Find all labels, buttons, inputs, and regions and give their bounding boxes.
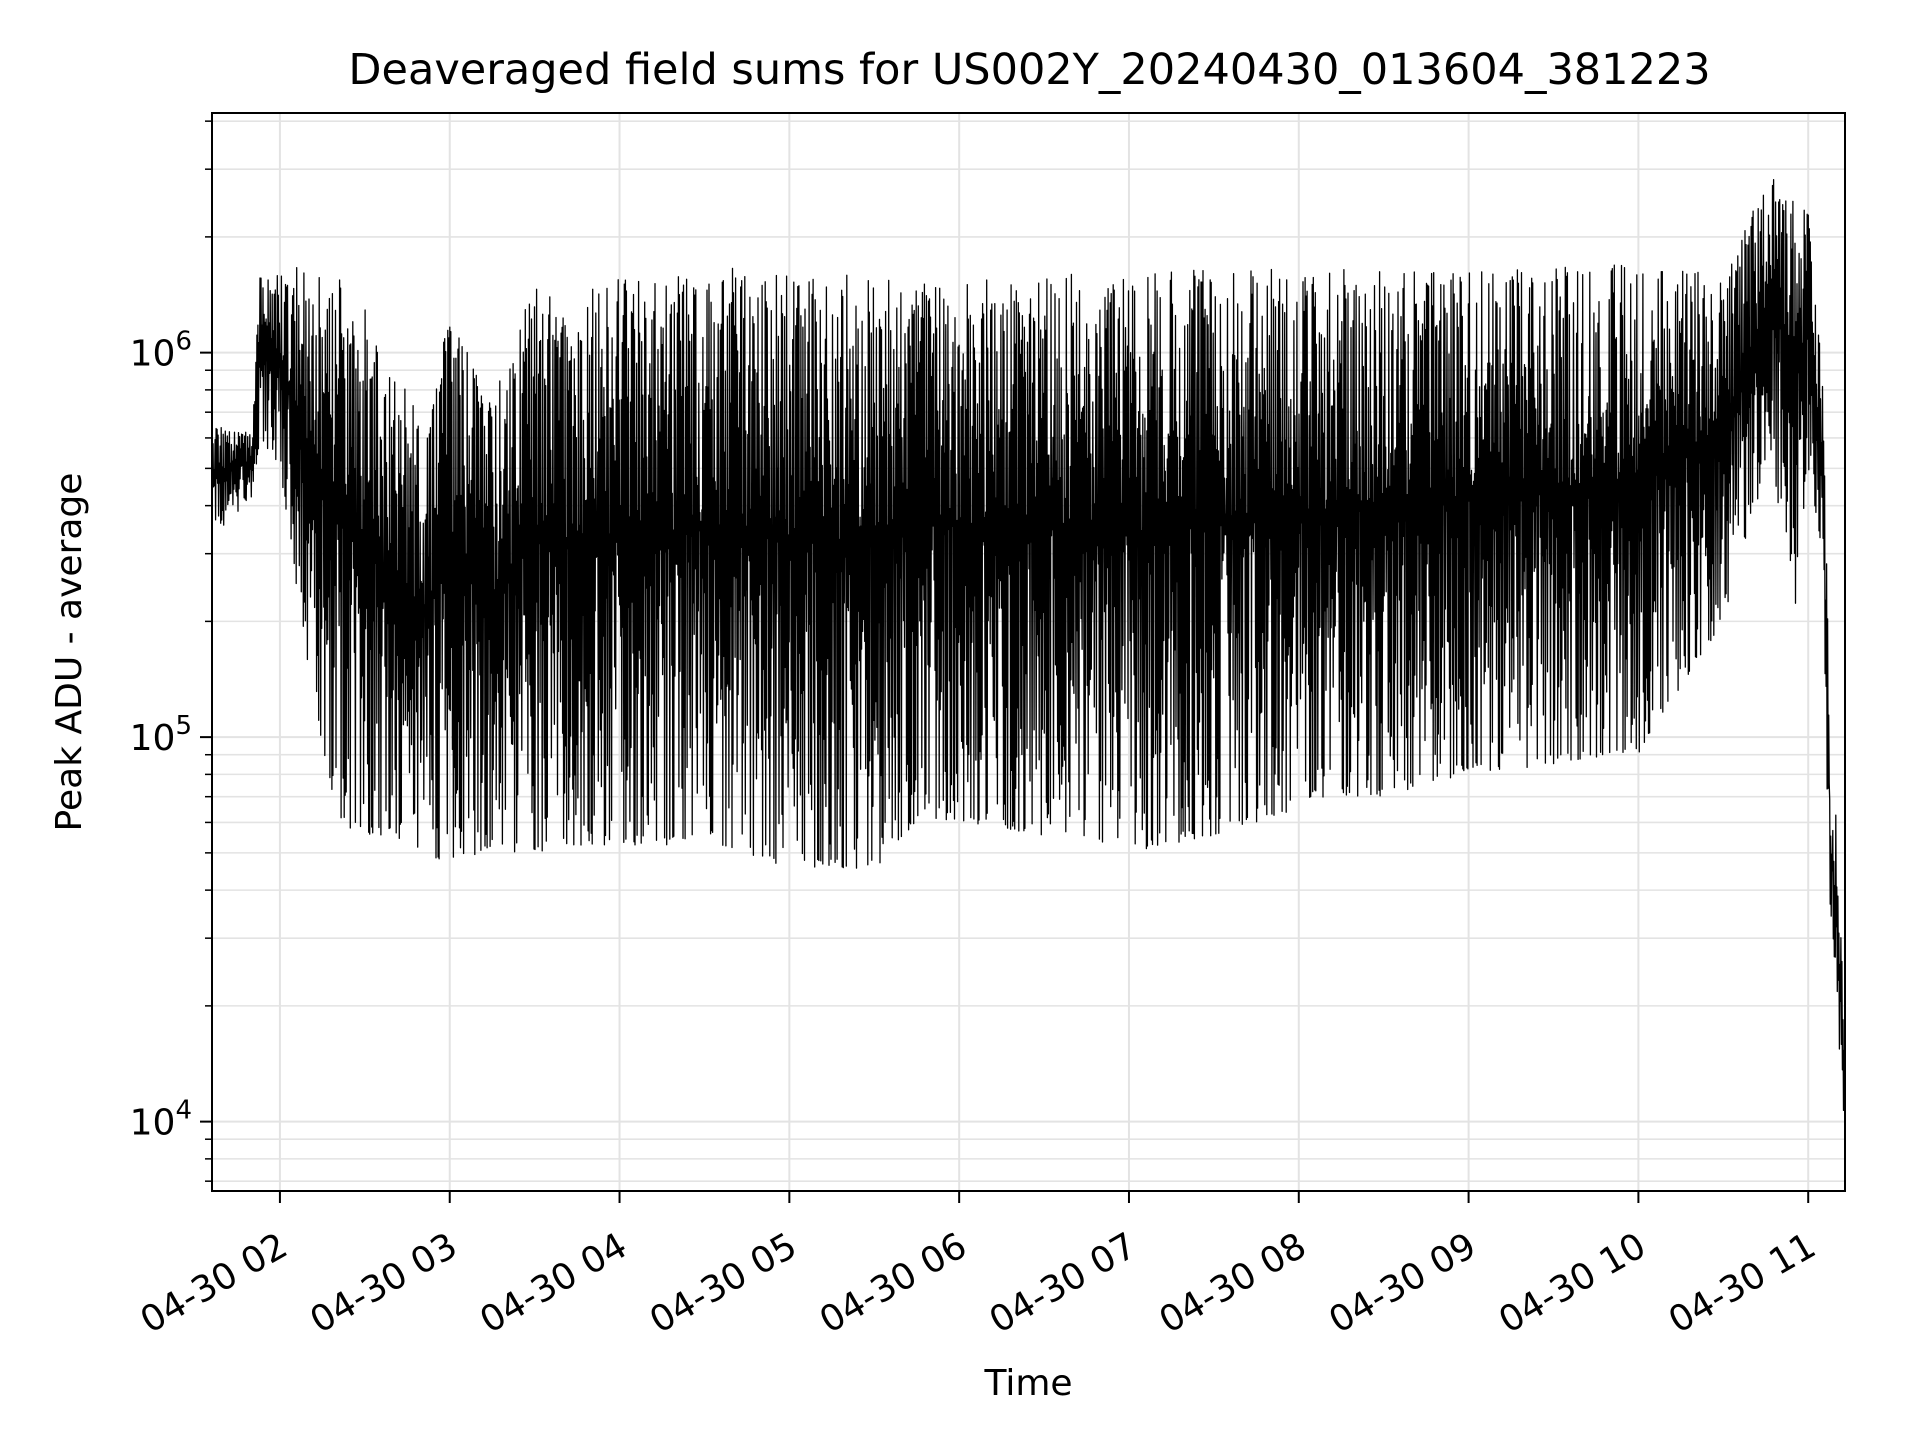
y-tick-label: 104 [130, 1096, 192, 1144]
y-tick-label: 105 [130, 711, 192, 759]
chart-title: Deaveraged field sums for US002Y_2024043… [348, 45, 1710, 95]
series-line [212, 179, 1845, 1112]
series-layer [212, 179, 1845, 1112]
plot-frame [211, 112, 1846, 1192]
x-axis-label: Time [983, 1363, 1072, 1404]
y-axis-label: Peak ADU - average [49, 473, 90, 832]
y-tick-label: 106 [130, 327, 192, 375]
y-axis-ticks: 104 105 106 [130, 120, 212, 1182]
